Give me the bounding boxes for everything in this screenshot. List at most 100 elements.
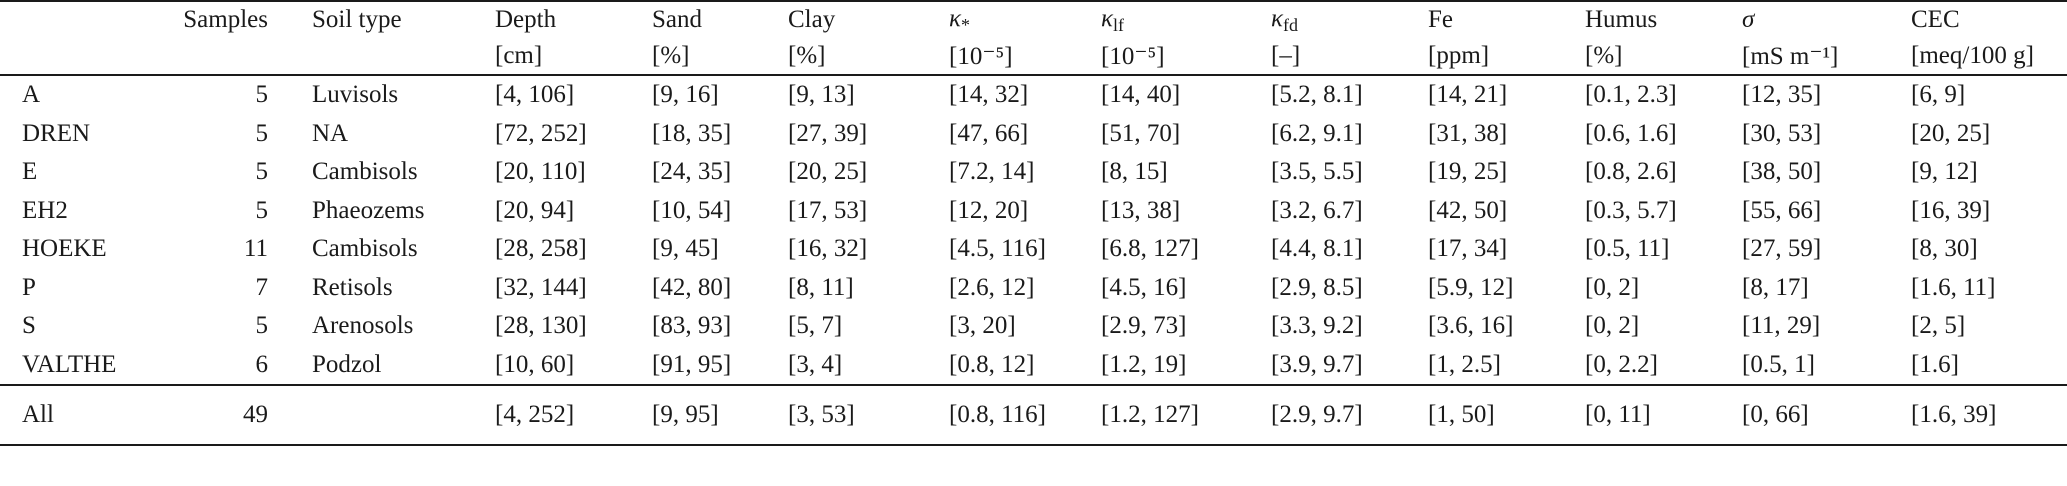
table-cell: [0.5, 1]: [1742, 350, 1815, 378]
table-cell: [42, 50]: [1428, 196, 1508, 224]
column-unit-0: [0, 38, 175, 76]
table-cell: [42, 80]: [652, 273, 732, 301]
table-cell: Phaeozems: [312, 196, 425, 224]
table-cell: [3.9, 9.7]: [1271, 350, 1363, 378]
table-row: DREN 5 NA [72, 252] [18, 35] [27, 39] [47, 66]…: [0, 115, 2067, 154]
total-cell: [0.8, 116]: [927, 384, 1079, 446]
table-cell: [20, 25]: [788, 158, 868, 186]
table-total: All 49 [4, 252] [9, 95] [3, 53] [0.8, 116] [1.…: [0, 384, 2067, 446]
table-cell: [6.2, 9.1]: [1271, 119, 1363, 147]
table-cell: [3.3, 9.2]: [1271, 312, 1363, 340]
table-cell: HOEKE: [22, 235, 107, 263]
table-cell: [2.9, 73]: [1101, 312, 1187, 340]
table-cell: [5, 7]: [788, 312, 843, 340]
table-cell: [18, 35]: [652, 119, 732, 147]
table-cell: [20, 25]: [1911, 119, 1991, 147]
table-cell: [0, 2]: [1585, 273, 1640, 301]
column-header-label: Humus: [1585, 6, 1658, 33]
table-cell: [0, 2.2]: [1585, 350, 1658, 378]
header-row-units: [cm] [%] [%] [10⁻⁵] [10⁻⁵] [–] [ppm] [%] [mS m⁻¹…: [0, 38, 2067, 76]
table-cell: E: [22, 158, 38, 186]
table-cell: [20, 94]: [495, 196, 575, 224]
table-row: VALTHE 6 Podzol [10, 60] [91, 95] [3, 4] [0.8,…: [0, 346, 2067, 386]
column-header-0: [0, 0, 175, 38]
column-unit-7: [10⁻⁵]: [1079, 38, 1249, 76]
table-cell: [3, 4]: [788, 350, 843, 378]
column-header-9: Fe: [1406, 0, 1563, 38]
table-cell: [3.2, 6.7]: [1271, 196, 1363, 224]
column-header-6: κ*: [927, 0, 1079, 38]
table-cell: Retisols: [312, 273, 393, 301]
table-cell: [12, 35]: [1742, 81, 1822, 109]
table-cell: [16, 32]: [788, 235, 868, 263]
total-cell: [0, 66]: [1720, 384, 1889, 446]
table-cell: 5: [255, 312, 269, 340]
column-header-subscript: *: [961, 14, 970, 35]
table-cell: [7.2, 14]: [949, 158, 1035, 186]
column-unit-12: [meq/100 g]: [1889, 38, 2067, 76]
table-cell: [1.6]: [1911, 350, 1959, 378]
total-cell: [1, 50]: [1406, 384, 1563, 446]
column-header-10: Humus: [1563, 0, 1720, 38]
table-cell: [12, 20]: [949, 196, 1029, 224]
table-cell: [5.2, 8.1]: [1271, 81, 1363, 109]
table-cell: Podzol: [312, 350, 382, 378]
table-cell: [9, 16]: [652, 81, 719, 109]
column-unit-2: [290, 38, 473, 76]
table-body: A 5 Luvisols [4, 106] [9, 16] [9, 13] [14, 32]…: [0, 75, 2067, 385]
table-cell: [0.6, 1.6]: [1585, 119, 1677, 147]
table-cell: A: [22, 81, 41, 109]
table-cell: [14, 21]: [1428, 81, 1508, 109]
column-unit-9: [ppm]: [1406, 38, 1563, 76]
column-header-subscript: fd: [1283, 14, 1298, 35]
total-cell: [9, 95]: [630, 384, 766, 446]
table-cell: [55, 66]: [1742, 196, 1822, 224]
table-cell: [11, 29]: [1742, 312, 1821, 340]
table-cell: [10, 60]: [495, 350, 575, 378]
column-header-label: σ: [1742, 6, 1755, 33]
table-cell: [6, 9]: [1911, 81, 1966, 109]
total-row: All 49 [4, 252] [9, 95] [3, 53] [0.8, 116] [1.…: [0, 384, 2067, 446]
table-cell: [4.4, 8.1]: [1271, 235, 1363, 263]
table-cell: [28, 130]: [495, 312, 587, 340]
table-cell: [0.8, 12]: [949, 350, 1035, 378]
table-cell: [3.6, 16]: [1428, 312, 1514, 340]
total-cell: [0, 11]: [1563, 384, 1720, 446]
column-unit-10: [%]: [1563, 38, 1720, 76]
table-cell: [24, 35]: [652, 158, 732, 186]
column-unit-11: [mS m⁻¹]: [1720, 38, 1889, 76]
column-header-label: Fe: [1428, 6, 1453, 33]
column-header-label: Clay: [788, 6, 836, 33]
table-cell: [1, 2.5]: [1428, 350, 1501, 378]
column-unit-8: [–]: [1249, 38, 1406, 76]
table-cell: [5.9, 12]: [1428, 273, 1514, 301]
total-cell: [1.2, 127]: [1079, 384, 1249, 446]
table-cell: [9, 45]: [652, 235, 719, 263]
column-header-7: κlf: [1079, 0, 1249, 38]
total-cell: [2.9, 9.7]: [1249, 384, 1406, 446]
table-cell: [8, 30]: [1911, 235, 1978, 263]
header-row-names: Samples Soil type Depth Sand Clay κ* κlf κfd Fe H…: [0, 0, 2067, 38]
column-unit-5: [%]: [766, 38, 927, 76]
table-cell: VALTHE: [22, 350, 117, 378]
table-cell: [1.2, 19]: [1101, 350, 1187, 378]
table-cell: 11: [243, 235, 268, 263]
table-cell: [10, 54]: [652, 196, 732, 224]
table-cell: DREN: [22, 119, 91, 147]
table-cell: 6: [255, 350, 269, 378]
column-header-12: CEC: [1889, 0, 2067, 38]
total-cell: [290, 384, 473, 446]
table-row: HOEKE 11 Cambisols [28, 258] [9, 45] [16, 32]…: [0, 230, 2067, 269]
table-cell: [9, 13]: [788, 81, 855, 109]
table-cell: [0, 2]: [1585, 312, 1640, 340]
column-header-label: Sand: [652, 6, 702, 33]
table-cell: [14, 32]: [949, 81, 1029, 109]
table-cell: [17, 34]: [1428, 235, 1508, 263]
table-cell: [3, 20]: [949, 312, 1016, 340]
table-cell: [51, 70]: [1101, 119, 1181, 147]
table-cell: [27, 59]: [1742, 235, 1822, 263]
column-header-subscript: lf: [1113, 14, 1124, 35]
table-cell: Arenosols: [312, 312, 414, 340]
table-cell: [19, 25]: [1428, 158, 1508, 186]
column-header-label: Samples: [183, 6, 268, 33]
